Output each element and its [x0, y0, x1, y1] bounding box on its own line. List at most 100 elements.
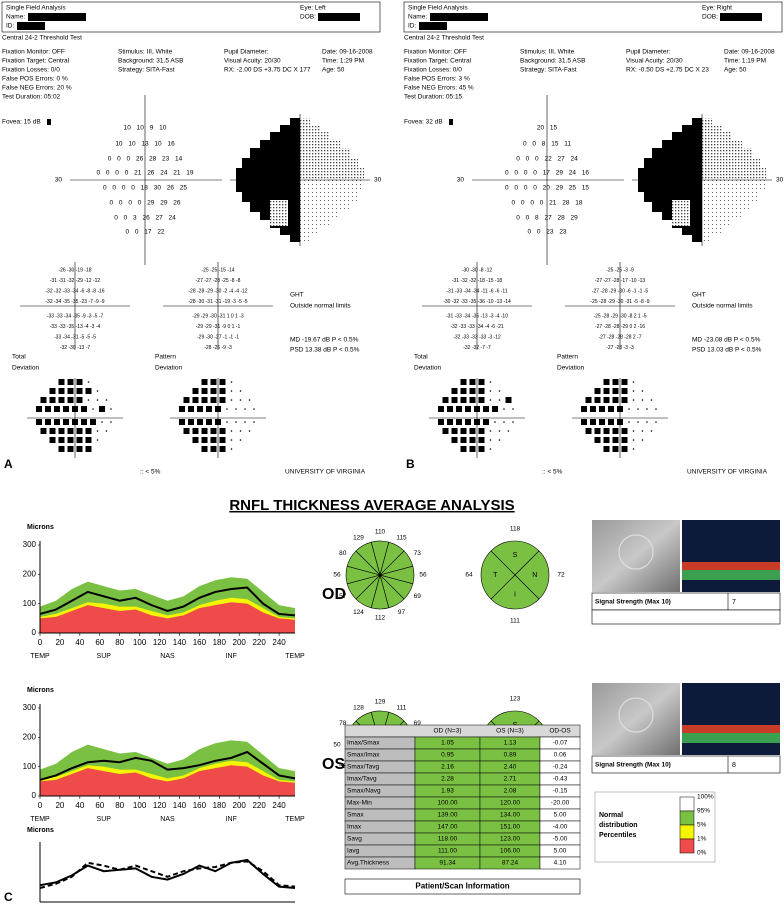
symbol — [469, 437, 476, 443]
table-cell-text: 0.95 — [441, 752, 454, 759]
symbol — [621, 397, 628, 403]
symbol — [248, 399, 251, 401]
deviation-row: -29 -29 -30 -31 1 0 1 -3 — [192, 313, 244, 319]
symbol — [474, 406, 480, 412]
symbol — [201, 379, 208, 385]
plot-label: Deviation — [557, 365, 584, 372]
dob-label: DOB: — [300, 14, 316, 21]
symbol — [188, 406, 194, 412]
table-cell-text: -4.00 — [553, 824, 568, 831]
symbol — [483, 419, 489, 425]
panel-label: B — [406, 457, 415, 471]
symbol — [76, 397, 83, 403]
md: MD -19.67 dB P < 0.5% — [290, 337, 359, 344]
symbol — [85, 446, 92, 452]
symbol — [438, 406, 444, 412]
clock-value: 124 — [353, 609, 364, 616]
symbol — [585, 397, 592, 403]
symbol — [230, 390, 233, 392]
fundus-image — [592, 683, 680, 755]
signal-label: Signal Strength (Max 10) — [595, 762, 671, 769]
symbol — [244, 421, 246, 423]
symbol — [494, 421, 496, 423]
x-tick-label: 120 — [153, 801, 167, 810]
gray-region — [236, 118, 300, 180]
id-label: ID: — [6, 23, 15, 30]
symbol — [469, 397, 476, 403]
deviation-row: -27 -28 -3 -3 — [606, 345, 634, 351]
symbol — [469, 379, 476, 385]
info-text: Visual Acuity: 20/30 — [224, 58, 281, 65]
legend-swatch — [679, 838, 695, 854]
symbol — [655, 408, 657, 410]
threshold-row: 0 0 0 0 20 29 25 15 — [505, 185, 589, 192]
x-tick-label: 60 — [95, 801, 104, 810]
clock-value: 69 — [414, 593, 422, 600]
symbol — [489, 399, 492, 401]
symbol — [201, 428, 208, 434]
deviation-row: -31 -33 -34 -35 -13 -3 -4 -10 — [446, 313, 508, 319]
symbol — [253, 421, 255, 423]
symbol — [612, 379, 619, 385]
symbol — [54, 406, 60, 412]
symbol — [219, 446, 226, 452]
legend-swatch — [679, 824, 695, 840]
legend-swatch — [679, 796, 695, 812]
symbol — [585, 428, 592, 434]
symbol — [498, 399, 501, 401]
symbol — [49, 388, 56, 394]
panel-label: A — [4, 457, 13, 471]
symbol — [621, 388, 628, 394]
legend-level: 0% — [697, 850, 707, 857]
symbol — [603, 437, 610, 443]
deviation-row: -27 -27 -28 -25 -8 -8 — [196, 278, 241, 284]
table-cell-text: Smax/Navg — [347, 788, 381, 795]
y-axis-label: Microns — [27, 524, 54, 531]
table-header-cell: OD-OS — [549, 728, 571, 735]
clock-value: 97 — [398, 609, 406, 616]
symbol — [617, 406, 623, 412]
table-cell-text: 151.00 — [500, 824, 520, 831]
symbol — [58, 446, 65, 452]
table-cell-text: 2.08 — [504, 788, 517, 795]
table-cell-text: 147.00 — [438, 824, 458, 831]
symbol — [210, 428, 217, 434]
plot-label: Pattern — [155, 354, 176, 361]
deviation-row: -31 -33 -34 -34 -11 -6 -6 -11 — [446, 288, 507, 294]
symbol — [210, 379, 217, 385]
table-header-cell: OS (N=3) — [496, 728, 524, 735]
symbol — [590, 419, 596, 425]
symbol — [474, 419, 480, 425]
deviation-row: -29 -30 -27 -1 -1 -1 — [197, 334, 239, 340]
symbol — [641, 390, 644, 392]
oct-image — [682, 520, 780, 592]
info-text: Pupil Diameter: — [626, 49, 671, 56]
x-tick-label: 0 — [38, 801, 43, 810]
x-tick-label: 220 — [252, 638, 266, 647]
symbol — [621, 446, 628, 452]
y-tick-label: 0 — [32, 791, 37, 800]
clock-value: 129 — [375, 699, 386, 706]
x-tick-label: 40 — [75, 638, 84, 647]
y-tick-label: 200 — [23, 569, 37, 578]
table-cell — [539, 856, 581, 870]
threshold-row: 0 0 8 27 28 29 — [516, 215, 578, 222]
symbol — [40, 428, 47, 434]
symbol — [58, 428, 65, 434]
deviation-row: -33 -33 -35 -13 -4 -3 -4 — [50, 324, 101, 330]
legend-level: 1% — [697, 836, 707, 843]
symbol — [90, 419, 96, 425]
symbol — [617, 419, 623, 425]
symbol — [612, 446, 619, 452]
symbol — [58, 397, 65, 403]
symbol — [85, 437, 92, 443]
table-cell-text: -5.00 — [553, 836, 568, 843]
deviation-row: -32 -30 -13 -7 — [60, 345, 91, 351]
symbol — [456, 406, 462, 412]
quadrant-value: 118 — [510, 526, 521, 533]
clock-value: 111 — [397, 704, 407, 711]
symbol — [489, 448, 492, 450]
redaction — [28, 13, 86, 21]
symbol — [621, 428, 628, 434]
symbol — [438, 419, 444, 425]
